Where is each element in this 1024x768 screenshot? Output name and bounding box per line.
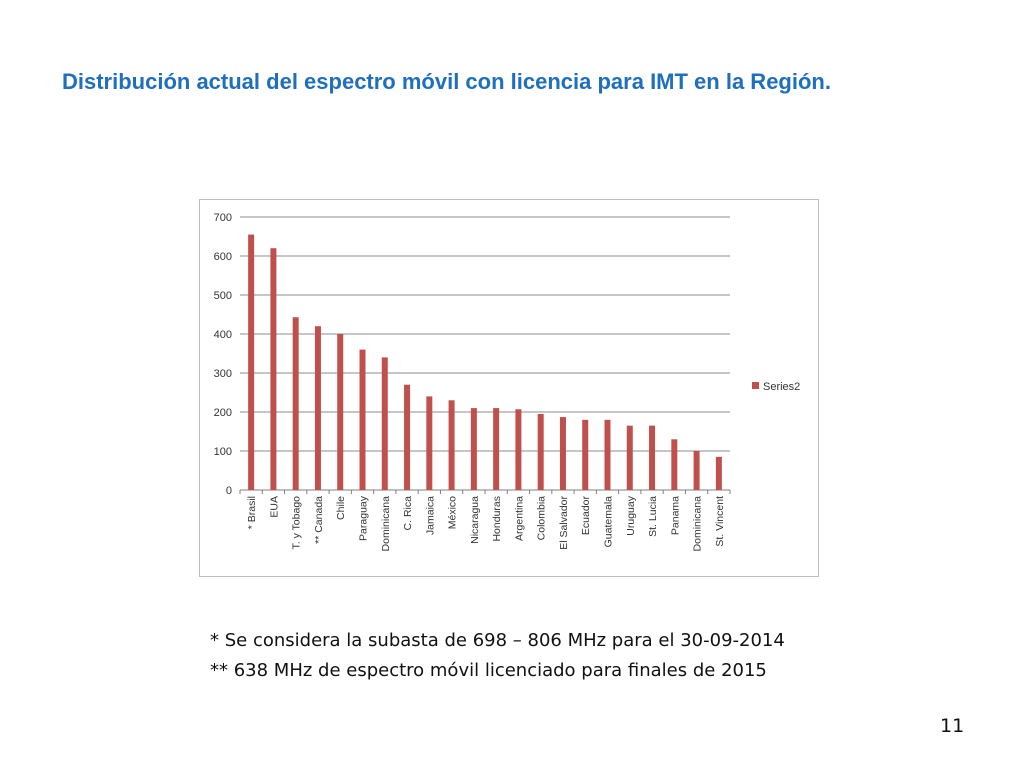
bar	[626, 425, 633, 490]
x-category-label: Dominicana	[380, 496, 392, 552]
x-category-label: C. Rica	[402, 496, 414, 531]
bar	[404, 384, 411, 490]
x-category-label: Honduras	[491, 496, 503, 542]
x-category-label: Paraguay	[358, 495, 370, 541]
chart-frame: 0 100 200 300 400 500 600 700 * Brasil EUA T. y T…	[199, 199, 819, 577]
x-category-label: St. Vincent	[714, 496, 726, 547]
bar	[649, 425, 656, 490]
bar	[337, 334, 344, 490]
bar	[693, 451, 700, 490]
x-category-label: México	[447, 496, 459, 529]
y-tick-label: 500	[214, 290, 232, 302]
legend: Series2	[752, 381, 800, 393]
y-tick-label: 700	[214, 212, 232, 224]
bar	[270, 248, 277, 490]
y-tick-label: 100	[214, 446, 232, 458]
bar	[248, 234, 255, 490]
x-category-label: Colombia	[536, 496, 548, 541]
bar	[448, 400, 455, 490]
bar	[559, 417, 566, 490]
x-category-label: Chile	[335, 496, 347, 520]
y-axis-ticks: 0 100 200 300 400 500 600 700	[214, 212, 232, 497]
bar	[493, 408, 500, 490]
bar	[314, 326, 321, 490]
bar	[426, 396, 433, 490]
slide-title: Distribución actual del espectro móvil c…	[62, 69, 831, 94]
gridlines	[240, 216, 730, 491]
x-category-label: EUA	[268, 496, 280, 518]
x-category-label: Guatemala	[603, 496, 615, 548]
bar	[292, 317, 299, 490]
x-category-label: Panama	[669, 496, 681, 535]
footnote-2: ** 638 MHz de espectro móvil licenciado …	[210, 660, 767, 681]
x-category-label: El Salvador	[558, 496, 570, 550]
bars	[248, 234, 722, 490]
bar	[604, 419, 611, 490]
footnote-1: * Se considera la subasta de 698 – 806 M…	[210, 630, 785, 651]
bar	[515, 409, 522, 490]
x-category-label: * Brasil	[246, 496, 258, 529]
x-category-label: Uruguay	[625, 495, 637, 535]
legend-label: Series2	[763, 381, 800, 393]
x-category-label: Ecuador	[580, 495, 592, 535]
page-number: 11	[940, 715, 965, 737]
x-category-label: T. y Tobago	[291, 496, 303, 550]
y-tick-label: 400	[214, 329, 232, 341]
y-tick-label: 200	[214, 407, 232, 419]
x-category-label: Jamaica	[424, 496, 436, 535]
bar	[715, 456, 722, 490]
legend-swatch	[752, 382, 759, 389]
bar	[537, 413, 544, 490]
y-tick-label: 0	[226, 485, 232, 497]
x-category-label: Nicaragua	[469, 496, 481, 544]
bar-chart: 0 100 200 300 400 500 600 700 * Brasil EUA T. y T…	[214, 212, 801, 552]
bar	[381, 357, 388, 490]
x-category-label: St. Lucia	[647, 496, 659, 537]
bar	[359, 349, 366, 490]
y-tick-label: 600	[214, 251, 232, 263]
footnotes: * Se considera la subasta de 698 – 806 M…	[210, 626, 970, 686]
bar	[470, 408, 477, 490]
x-category-label: ** Canada	[313, 496, 325, 544]
x-category-label: Argentina	[513, 496, 525, 541]
x-axis-labels: * Brasil EUA T. y Tobago ** Canada Chile Para…	[239, 490, 731, 552]
x-category-label: Dominicana	[692, 496, 704, 552]
bar	[671, 439, 678, 490]
y-tick-label: 300	[214, 368, 232, 380]
bar	[582, 419, 589, 490]
